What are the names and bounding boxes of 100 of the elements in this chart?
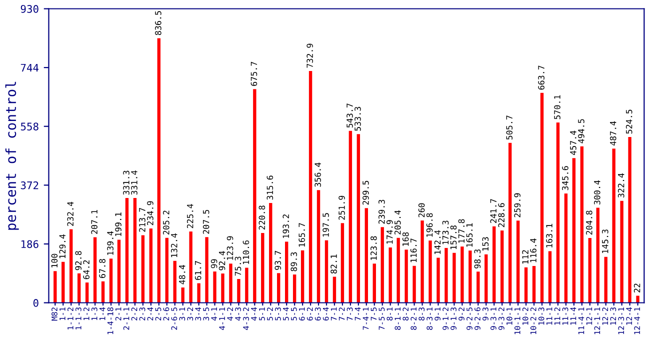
bar: [173, 260, 176, 303]
bar: [524, 267, 528, 303]
data-label: 173.3: [442, 220, 449, 244]
data-label: 92.8: [75, 251, 82, 270]
bar: [476, 272, 480, 303]
data-label: 239.3: [378, 200, 385, 224]
bar: [428, 240, 432, 303]
data-label: 487.4: [610, 121, 616, 146]
data-label: 228.6: [498, 203, 505, 228]
data-label: 457.4: [570, 130, 576, 155]
data-label: 331.4: [131, 170, 138, 195]
bar: [62, 262, 65, 303]
data-label: 67.8: [99, 259, 106, 278]
bar: [580, 146, 584, 303]
data-label: 116.7: [410, 238, 417, 262]
data-label: 524.5: [626, 110, 632, 134]
data-label: 123.9: [226, 236, 234, 260]
data-label: 204.8: [586, 210, 592, 235]
data-label: 315.6: [266, 176, 274, 200]
data-label: 139.4: [107, 231, 114, 255]
bar: [101, 281, 105, 303]
data-label: 220.8: [258, 206, 266, 230]
bar: [221, 274, 224, 303]
bar: [532, 266, 536, 303]
bar: [444, 248, 448, 303]
data-label: 112: [522, 250, 528, 264]
bar: [372, 264, 376, 303]
data-label: 142.4: [434, 230, 441, 254]
bar: [269, 202, 272, 303]
bar: [54, 271, 57, 303]
bar: [636, 296, 640, 303]
data-label: 153: [482, 237, 489, 251]
data-label: 225.4: [186, 204, 194, 228]
data-label: 543.7: [346, 104, 353, 128]
data-label: 300.4: [594, 180, 600, 204]
data-label: 93.7: [274, 250, 282, 270]
bar: [500, 230, 504, 303]
bar: [189, 231, 192, 303]
bar: [364, 208, 368, 303]
bar: [572, 158, 576, 303]
data-label: 505.7: [506, 116, 513, 140]
bar: [93, 237, 97, 303]
bar: [556, 122, 560, 303]
data-label: 663.7: [538, 66, 544, 90]
bar: [356, 134, 360, 303]
data-label: 345.6: [562, 166, 568, 190]
bar: [197, 283, 200, 303]
bar: [308, 71, 312, 303]
data-label: 241.7: [490, 199, 496, 223]
bar: [420, 220, 424, 303]
bar: [508, 142, 512, 303]
data-label: 165.1: [466, 223, 473, 247]
bar: [245, 268, 248, 303]
data-label: 234.9: [147, 201, 154, 226]
bar: [70, 229, 73, 303]
bar: [516, 220, 520, 303]
bar: [540, 92, 544, 303]
data-label: 116.4: [530, 238, 536, 262]
bar: [492, 226, 496, 303]
bar: [261, 232, 264, 303]
data-label: 205.4: [394, 210, 401, 234]
data-label: 123.8: [370, 236, 377, 260]
bar: [316, 190, 320, 303]
bar: [452, 252, 456, 303]
data-label: 145.3: [602, 230, 608, 254]
bar: [149, 228, 153, 303]
data-label: 196.8: [426, 213, 433, 237]
bar: [596, 208, 600, 303]
data-label: 251.9: [338, 196, 345, 220]
data-label: 213.7: [139, 208, 146, 232]
bar: [548, 251, 552, 303]
data-label: 89.3: [290, 252, 298, 272]
bar: [125, 198, 129, 303]
data-label: 177.8: [458, 219, 465, 243]
bar: [253, 89, 256, 303]
y-tick-label: 372: [20, 181, 38, 190]
data-label: 129.4: [59, 234, 66, 258]
y-axis-title: percent of control: [5, 82, 19, 230]
data-label: 732.9: [306, 44, 313, 68]
data-label: 132.4: [170, 233, 178, 258]
data-label: 48.4: [178, 265, 186, 284]
data-label: 207.1: [91, 210, 98, 234]
data-label: 197.5: [322, 213, 329, 237]
data-label: 322.4: [618, 173, 624, 198]
bar: [604, 256, 608, 303]
data-label: 331.3: [123, 170, 130, 195]
bar: [213, 271, 216, 303]
data-label: 494.5: [578, 119, 584, 144]
bar: [404, 250, 408, 303]
bar: [157, 38, 160, 303]
bar: [324, 240, 328, 303]
y-tick-label: 186: [21, 240, 38, 248]
data-label: 199.1: [115, 212, 122, 236]
bar: [181, 287, 184, 303]
bar: [229, 264, 232, 303]
data-label: 110.6: [242, 240, 250, 264]
data-label: 98.3: [474, 249, 481, 268]
data-label: 260: [418, 203, 425, 218]
data-label: 259.9: [514, 193, 520, 218]
bar: [612, 148, 616, 303]
